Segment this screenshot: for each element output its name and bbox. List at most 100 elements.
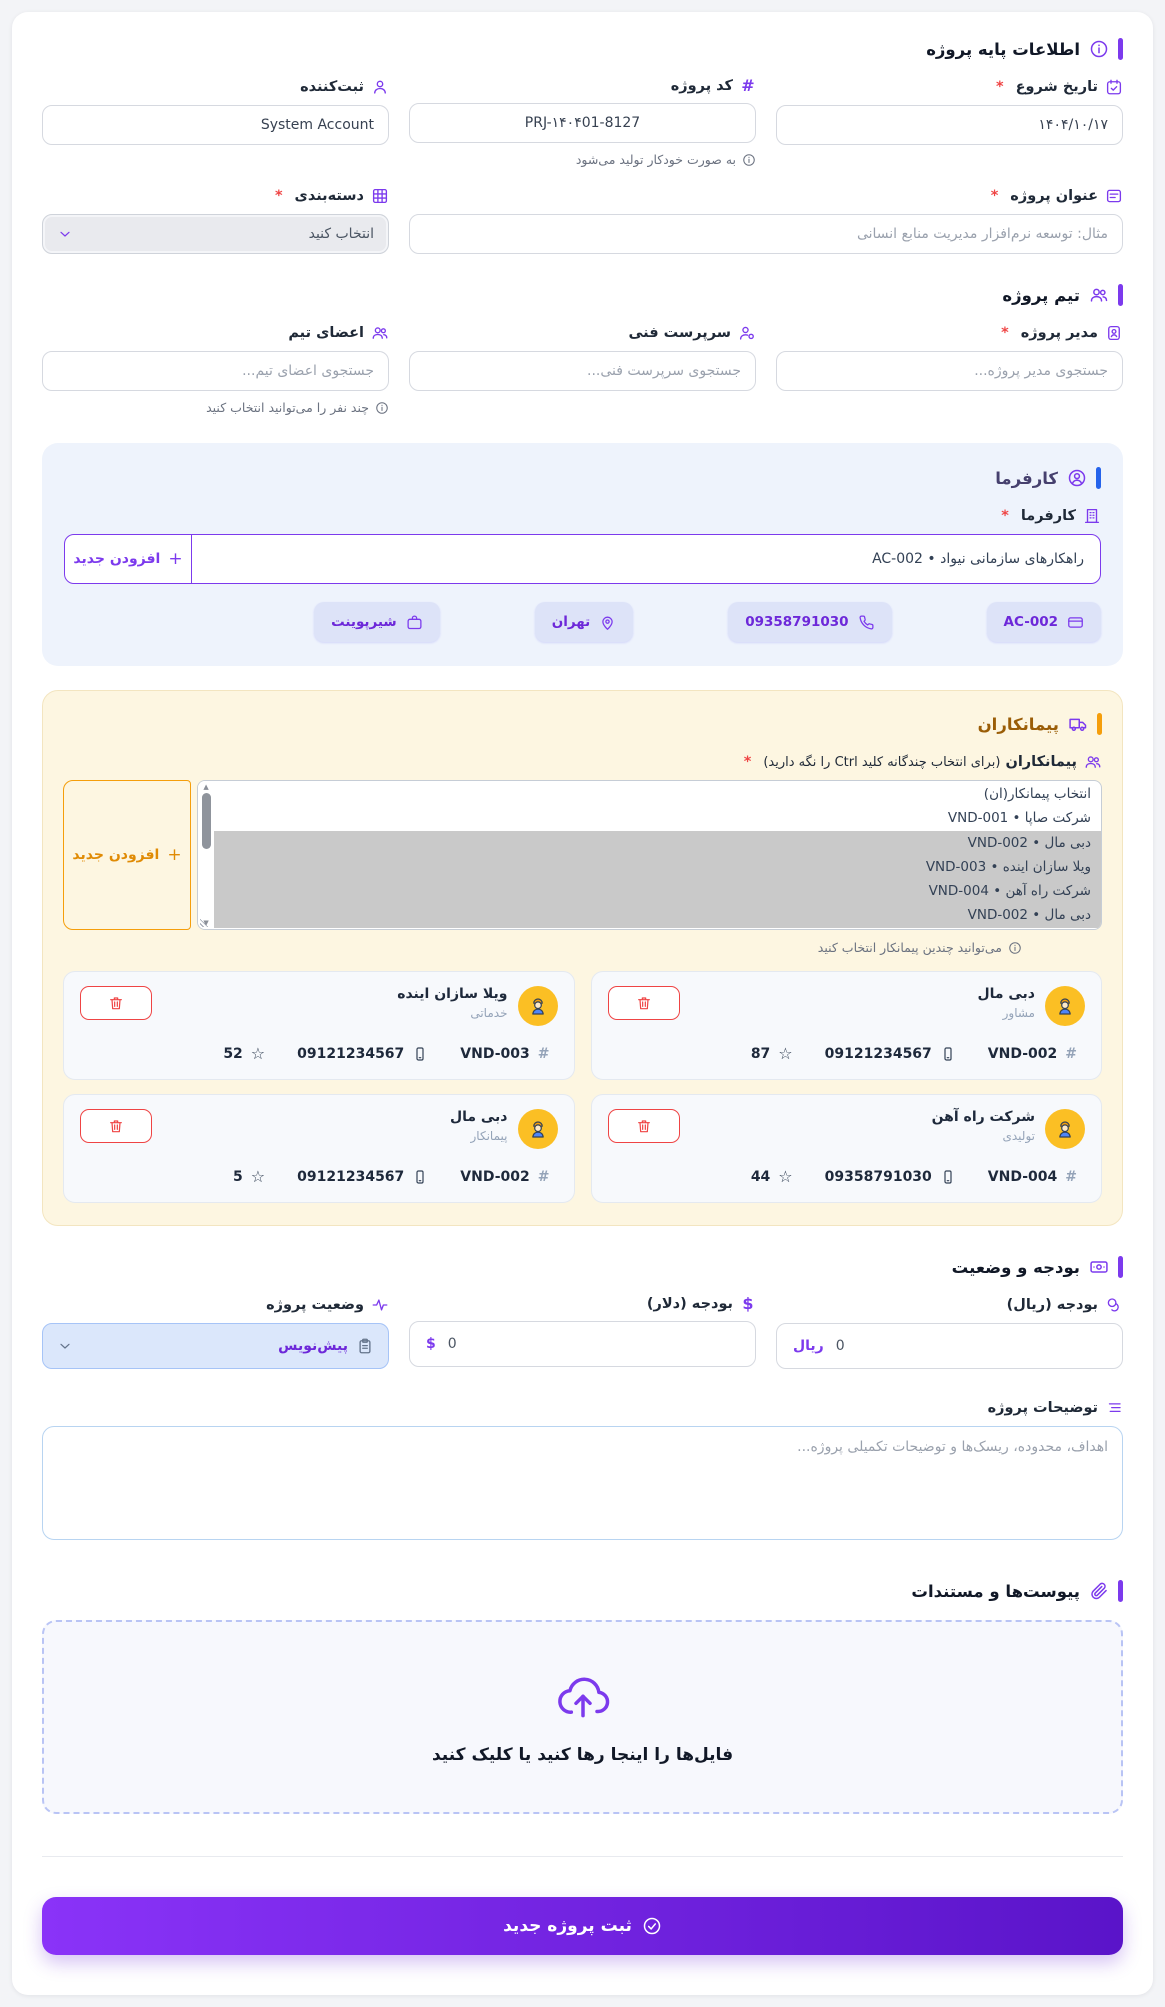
grid-icon bbox=[371, 187, 389, 205]
budget-rial-input[interactable]: ریال 0 bbox=[776, 1323, 1123, 1369]
project-code-input[interactable] bbox=[409, 103, 756, 143]
contractor-option[interactable]: شرکت راه آهن • VND-004 bbox=[214, 879, 1101, 904]
project-title-field: عنوان پروژه bbox=[409, 187, 1123, 254]
file-dropzone[interactable]: فایل‌ها را اینجا رها کنید یا کلیک کنید bbox=[42, 1620, 1123, 1814]
submit-project-button[interactable]: ثبت پروژه جدید bbox=[42, 1897, 1123, 1955]
registrar-field: ثبت‌کننده bbox=[42, 78, 389, 167]
contractor-rating: ☆ 52 bbox=[223, 1044, 266, 1063]
section-bar bbox=[1096, 467, 1101, 489]
section-bar bbox=[1118, 1580, 1123, 1602]
registrar-input[interactable] bbox=[42, 105, 389, 145]
contractor-rating: ☆ 87 bbox=[750, 1044, 793, 1063]
section-bar bbox=[1097, 713, 1102, 735]
tech-lead-input[interactable] bbox=[409, 351, 756, 391]
contractor-name: شرکت راه آهن bbox=[931, 1109, 1035, 1125]
contractor-option[interactable]: ویلا سازان اینده • VND-003 bbox=[214, 854, 1101, 880]
user-icon bbox=[371, 78, 389, 96]
star-icon: ☆ bbox=[778, 1044, 793, 1063]
section-bar bbox=[1118, 1256, 1123, 1278]
section-team: تیم پروژه مدیر پروژه سرپرست فنی bbox=[42, 284, 1123, 415]
delete-contractor-button[interactable] bbox=[607, 1109, 680, 1143]
delete-contractor-button[interactable] bbox=[80, 1109, 152, 1143]
section-bar bbox=[1118, 38, 1123, 60]
contractor-option[interactable]: شرکت صاپا • VND-001 bbox=[947, 810, 1091, 827]
dollar-prefix: $ bbox=[426, 1336, 436, 1352]
project-manager-label: مدیر پروژه bbox=[776, 324, 1123, 342]
team-members-field: اعضای تیم چند نفر را می‌توانید انتخاب کن… bbox=[42, 324, 389, 415]
category-label: دسته‌بندی bbox=[42, 187, 389, 205]
worker-avatar bbox=[517, 986, 558, 1026]
section-title: اطلاعات پایه پروژه bbox=[926, 39, 1080, 59]
hash-icon: # bbox=[537, 1168, 550, 1185]
contractor-rating: ☆ 44 bbox=[750, 1167, 793, 1186]
client-badges: AC-002 09358791030 تهران شیرپوینت bbox=[64, 602, 1101, 642]
add-contractor-button[interactable]: + افزودن جدید bbox=[63, 780, 191, 930]
budget-dollar-field: $ بودجه (دلار) $ 0 bbox=[409, 1296, 756, 1369]
chevron-down-icon bbox=[57, 1338, 73, 1354]
team-members-input[interactable] bbox=[42, 351, 389, 391]
contractor-type: مشاور bbox=[1002, 1006, 1035, 1020]
hash-icon: # bbox=[1065, 1168, 1077, 1185]
start-date-input[interactable] bbox=[776, 105, 1123, 145]
listbox-scrollbar[interactable]: ▲ ▼ bbox=[198, 781, 214, 929]
check-circle-icon bbox=[642, 1916, 662, 1936]
client-city-badge: تهران bbox=[534, 602, 634, 642]
text-box-icon bbox=[1105, 187, 1123, 205]
banknote-icon bbox=[1089, 1257, 1109, 1277]
project-status-select[interactable]: پیش‌نویس bbox=[42, 1323, 389, 1369]
worker-avatar bbox=[517, 1109, 558, 1149]
project-title-label: عنوان پروژه bbox=[409, 187, 1123, 205]
hash-icon: # bbox=[537, 1045, 550, 1062]
contractor-option[interactable]: دبی مال • VND-002 bbox=[214, 903, 1101, 928]
contractor-card: ویلا سازان اینده خدماتی # VND-003 0912123… bbox=[63, 971, 575, 1080]
category-select[interactable]: انتخاب کنید bbox=[42, 214, 389, 254]
contractor-option[interactable]: دبی مال • VND-002 bbox=[214, 830, 1101, 855]
id-badge-icon bbox=[1105, 324, 1123, 342]
description-textarea[interactable] bbox=[42, 1426, 1123, 1540]
user-cog-icon bbox=[738, 324, 756, 342]
delete-contractor-button[interactable] bbox=[607, 986, 680, 1020]
contractors-listbox[interactable]: انتخاب پیمانکار(ان) شرکت صاپا • VND-001 … bbox=[197, 780, 1102, 930]
project-status-field: وضعیت پروژه پیش‌نویس bbox=[42, 1296, 389, 1369]
start-date-field: تاریخ شروع bbox=[776, 78, 1123, 167]
section-title: تیم پروژه bbox=[1002, 285, 1080, 305]
star-icon: ☆ bbox=[250, 1044, 266, 1063]
info-icon bbox=[742, 153, 756, 167]
star-icon: ☆ bbox=[250, 1167, 266, 1186]
scroll-up-icon[interactable]: ▲ bbox=[203, 783, 209, 791]
project-title-input[interactable] bbox=[409, 214, 1123, 254]
add-client-button[interactable]: + افزودن جدید bbox=[64, 534, 192, 584]
cloud-upload-icon bbox=[555, 1669, 611, 1725]
client-select-row: راهکارهای سازمانی نیواد • AC-002 + افزود… bbox=[64, 534, 1101, 584]
contractor-phone: 09121234567 bbox=[825, 1046, 956, 1062]
contractor-phone: 09121234567 bbox=[297, 1046, 428, 1062]
budget-dollar-input[interactable]: $ 0 bbox=[409, 1321, 756, 1367]
align-lines-icon bbox=[1105, 1399, 1123, 1417]
project-manager-input[interactable] bbox=[776, 351, 1123, 391]
contractor-code: # VND-002 bbox=[460, 1168, 550, 1185]
delete-contractor-button[interactable] bbox=[80, 986, 152, 1020]
resize-handle-icon[interactable] bbox=[200, 918, 209, 927]
dollar-icon: $ bbox=[742, 1294, 754, 1313]
worker-avatar bbox=[1045, 986, 1085, 1026]
contractors-panel: پیمانکاران پیمانکاران (برای انتخاب چندگا… bbox=[42, 690, 1123, 1226]
client-select[interactable]: راهکارهای سازمانی نیواد • AC-002 bbox=[191, 534, 1101, 584]
attachments-header: پیوست‌ها و مستندات bbox=[42, 1580, 1123, 1602]
budget-header: بودجه و وضعیت bbox=[42, 1256, 1123, 1278]
smartphone-icon bbox=[412, 1046, 428, 1062]
category-field: دسته‌بندی انتخاب کنید bbox=[42, 187, 389, 254]
rial-value: 0 bbox=[835, 1338, 845, 1354]
worker-avatar bbox=[1045, 1109, 1085, 1149]
project-code-hint: به صورت خودکار تولید می‌شود bbox=[409, 152, 756, 167]
tech-lead-field: سرپرست فنی bbox=[409, 324, 756, 415]
scrollbar-thumb[interactable] bbox=[201, 793, 211, 849]
client-selected-value: راهکارهای سازمانی نیواد • AC-002 bbox=[872, 551, 1084, 567]
truck-icon bbox=[1068, 714, 1088, 734]
contractors-field-label: پیمانکاران (برای انتخاب چندگانه کلید Ctr… bbox=[63, 753, 1102, 771]
project-code-label: # کد پروژه bbox=[670, 76, 755, 95]
contractors-hint: می‌توانید چندین پیمانکار انتخاب کنید bbox=[63, 940, 1022, 955]
team-members-hint: چند نفر را می‌توانید انتخاب کنید bbox=[42, 400, 389, 415]
budget-dollar-label: $ بودجه (دلار) bbox=[409, 1294, 756, 1313]
trash-icon bbox=[636, 995, 652, 1011]
contractor-option[interactable]: انتخاب پیمانکار(ان) bbox=[983, 786, 1091, 802]
